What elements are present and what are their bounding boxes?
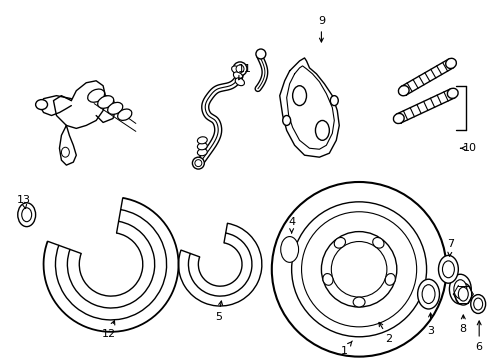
Ellipse shape [421, 285, 434, 303]
Ellipse shape [98, 96, 114, 108]
Text: 9: 9 [317, 16, 325, 42]
Circle shape [301, 212, 416, 327]
Text: 4: 4 [287, 217, 295, 233]
Ellipse shape [107, 102, 122, 114]
Ellipse shape [235, 78, 244, 86]
Ellipse shape [197, 137, 207, 144]
Ellipse shape [282, 116, 290, 125]
Ellipse shape [352, 297, 365, 307]
Ellipse shape [330, 96, 338, 105]
Ellipse shape [195, 159, 202, 167]
Ellipse shape [118, 109, 132, 120]
Ellipse shape [233, 72, 242, 80]
Text: 3: 3 [426, 313, 433, 336]
Text: 7: 7 [446, 239, 453, 256]
Ellipse shape [473, 298, 482, 310]
Ellipse shape [445, 58, 455, 68]
Text: 12: 12 [102, 321, 116, 339]
Ellipse shape [36, 100, 47, 109]
Text: 11: 11 [238, 64, 251, 80]
Ellipse shape [448, 274, 470, 304]
Ellipse shape [372, 238, 383, 248]
Ellipse shape [442, 261, 453, 278]
Polygon shape [60, 125, 76, 165]
Ellipse shape [255, 49, 265, 59]
Text: 2: 2 [378, 322, 392, 344]
Text: 8: 8 [459, 315, 466, 334]
Polygon shape [279, 58, 339, 157]
Ellipse shape [197, 143, 207, 150]
Ellipse shape [61, 147, 69, 157]
Ellipse shape [333, 238, 345, 248]
Ellipse shape [236, 65, 244, 73]
Ellipse shape [18, 203, 36, 227]
Ellipse shape [292, 86, 306, 105]
Text: 10: 10 [460, 143, 476, 153]
Ellipse shape [454, 283, 471, 305]
Polygon shape [401, 59, 452, 95]
Ellipse shape [275, 231, 303, 268]
Text: 1: 1 [340, 341, 351, 356]
Ellipse shape [398, 86, 408, 96]
Ellipse shape [417, 279, 439, 309]
Ellipse shape [21, 208, 32, 222]
Ellipse shape [470, 294, 485, 314]
Ellipse shape [197, 149, 207, 156]
Text: 5: 5 [214, 301, 222, 322]
Polygon shape [396, 89, 454, 123]
Ellipse shape [280, 237, 298, 262]
Circle shape [291, 202, 426, 337]
Polygon shape [40, 96, 71, 116]
Circle shape [321, 231, 396, 307]
Ellipse shape [231, 66, 241, 74]
Ellipse shape [385, 274, 394, 285]
Ellipse shape [438, 255, 457, 283]
Ellipse shape [315, 121, 328, 140]
Ellipse shape [192, 157, 204, 169]
Ellipse shape [233, 62, 246, 76]
Ellipse shape [87, 89, 104, 102]
Ellipse shape [457, 287, 468, 301]
Circle shape [331, 242, 386, 297]
Polygon shape [53, 81, 106, 129]
Circle shape [271, 182, 446, 357]
Text: 13: 13 [17, 195, 31, 208]
Ellipse shape [447, 88, 457, 98]
Text: 6: 6 [475, 321, 482, 352]
Ellipse shape [393, 113, 404, 123]
Polygon shape [96, 96, 116, 122]
Ellipse shape [322, 274, 332, 285]
Ellipse shape [453, 280, 466, 298]
